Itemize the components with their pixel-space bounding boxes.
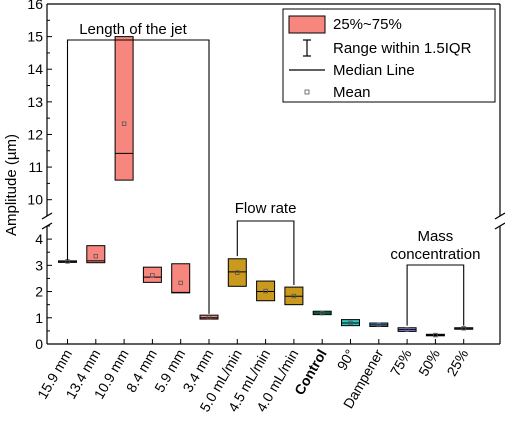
x-tick-label: 90°: [334, 347, 358, 373]
mean-marker: [263, 288, 268, 294]
box: [114, 36, 134, 181]
x-tick-label: 75%: [387, 347, 415, 379]
mean-marker: [291, 293, 297, 299]
mean-marker: [150, 273, 155, 278]
y-tick-label: 16: [27, 0, 43, 12]
y-tick-label: 4: [35, 231, 43, 247]
legend-label: Range within 1.5IQR: [333, 40, 472, 57]
box: [227, 258, 247, 287]
legend-box-swatch: [288, 15, 326, 34]
mean-marker: [348, 320, 353, 326]
x-tick-label: 25%: [443, 347, 471, 379]
bracket-flow-rate: [236, 220, 295, 285]
y-tick-label: 0: [35, 336, 43, 352]
y-tick-label: 14: [27, 61, 43, 77]
mean-marker: [404, 327, 410, 332]
legend-label: Median Line: [333, 62, 415, 79]
legend-label: 25%~75%: [333, 16, 402, 33]
y-tick-label: 3: [35, 257, 43, 273]
bracket-mass-concentration: [406, 264, 465, 326]
annotation-mass-concentration-line1: Mass: [417, 228, 453, 245]
box: [171, 263, 191, 294]
annotation-flow-rate: Flow rate: [235, 200, 297, 217]
mean-marker: [235, 270, 240, 275]
legend-label: Mean: [333, 84, 371, 101]
axis-break-mark: [41, 212, 53, 220]
y-axis-label: Amplitude (µm): [3, 134, 20, 236]
mean-marker: [206, 315, 212, 320]
y-tick-label: 1: [35, 310, 43, 326]
annotation-length-of-jet: Length of the jet: [79, 21, 187, 38]
mean-marker: [376, 322, 381, 328]
mean-marker: [121, 121, 127, 126]
y-tick-label: 12: [27, 126, 43, 142]
y-tick-label: 13: [27, 94, 43, 110]
y-tick-label: 11: [28, 159, 43, 175]
y-tick-label: 2: [35, 284, 43, 300]
annotation-mass-concentration-line2: concentration: [390, 246, 480, 263]
axis-break-mark: [494, 212, 505, 220]
mean-marker: [319, 310, 325, 316]
y-tick-label: 15: [27, 29, 43, 45]
mean-marker: [178, 280, 183, 286]
mean-marker: [461, 326, 466, 331]
box: [142, 266, 162, 283]
axis-break-mark: [494, 222, 505, 230]
y-tick-label: 10: [27, 192, 43, 208]
mean-marker: [93, 253, 98, 259]
mean-marker: [433, 332, 438, 338]
legend-mean-swatch: [304, 89, 310, 95]
box: [256, 280, 276, 302]
bracket-length-of-jet: [66, 39, 210, 314]
x-tick-label: 50%: [415, 347, 443, 379]
